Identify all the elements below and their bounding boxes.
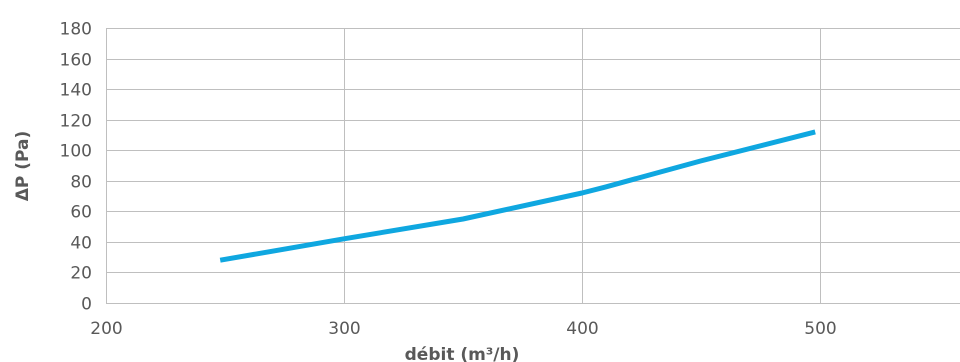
y-tick-labels: 0 20 40 60 80 100 120 140 160 180	[60, 20, 92, 315]
series-lines	[219, 129, 816, 263]
y-tick-label: 180	[60, 20, 92, 40]
y-tick-label: 80	[70, 173, 92, 193]
y-tick-label: 140	[60, 81, 92, 101]
axes	[106, 28, 960, 304]
x-tick-labels: 200 300 400 500	[90, 319, 836, 339]
y-axis-title: ΔP (Pa)	[13, 131, 33, 202]
x-axis-title: débit (m³/h)	[405, 345, 520, 362]
y-tick-label: 0	[81, 295, 92, 315]
x-tick-label: 200	[90, 319, 122, 339]
y-tick-label: 60	[70, 203, 92, 223]
y-tick-label: 120	[60, 112, 92, 132]
x-tick-label: 500	[804, 319, 836, 339]
gridlines	[106, 28, 960, 303]
series-line	[219, 129, 816, 263]
x-tick-label: 300	[328, 319, 360, 339]
y-tick-label: 20	[70, 264, 92, 284]
x-tick-label: 400	[566, 319, 598, 339]
y-tick-label: 100	[60, 142, 92, 162]
y-tick-label: 160	[60, 51, 92, 71]
y-tick-label: 40	[70, 234, 92, 254]
